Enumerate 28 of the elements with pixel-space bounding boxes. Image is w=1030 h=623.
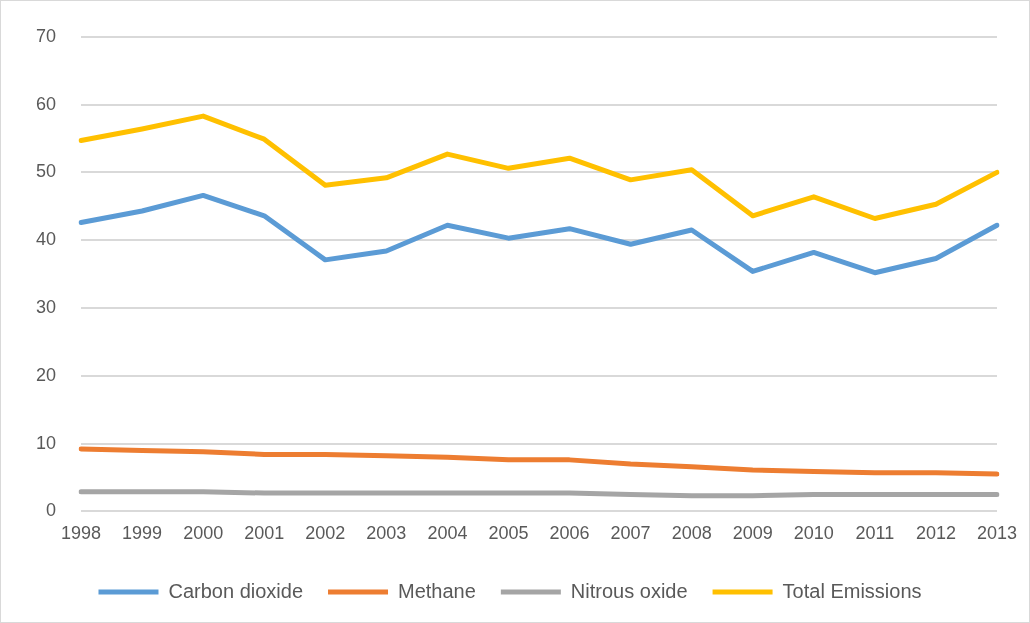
x-tick-label: 2003 xyxy=(366,523,407,544)
y-tick-label: 70 xyxy=(35,25,57,46)
x-tick-label: 2001 xyxy=(244,523,285,544)
y-tick-label: 0 xyxy=(46,500,57,521)
y-tick-label: 10 xyxy=(35,432,57,453)
x-tick-label: 2009 xyxy=(732,523,773,544)
legend-label: Nitrous oxide xyxy=(570,579,688,602)
x-tick-label: 1999 xyxy=(122,523,163,544)
x-tick-label: 2013 xyxy=(976,523,1017,544)
x-tick-label: 1998 xyxy=(61,523,102,544)
y-tick-label: 30 xyxy=(35,296,57,317)
legend-label: Carbon dioxide xyxy=(168,579,304,602)
x-tick-label: 2004 xyxy=(427,523,468,544)
x-tick-label: 2008 xyxy=(671,523,712,544)
x-tick-label: 2005 xyxy=(488,523,529,544)
y-tick-label: 60 xyxy=(35,93,57,114)
x-tick-label: 2011 xyxy=(855,523,895,544)
x-tick-label: 2012 xyxy=(915,523,956,544)
x-tick-label: 2002 xyxy=(305,523,346,544)
x-tick-label: 2010 xyxy=(793,523,834,544)
legend-label: Total Emissions xyxy=(782,579,922,602)
x-tick-label: 2007 xyxy=(610,523,651,544)
y-tick-label: 20 xyxy=(35,364,57,385)
legend-label: Methane xyxy=(398,579,476,602)
x-tick-label: 2006 xyxy=(549,523,590,544)
x-tick-label: 2000 xyxy=(183,523,224,544)
y-tick-label: 50 xyxy=(35,161,57,182)
y-tick-label: 40 xyxy=(35,229,57,250)
